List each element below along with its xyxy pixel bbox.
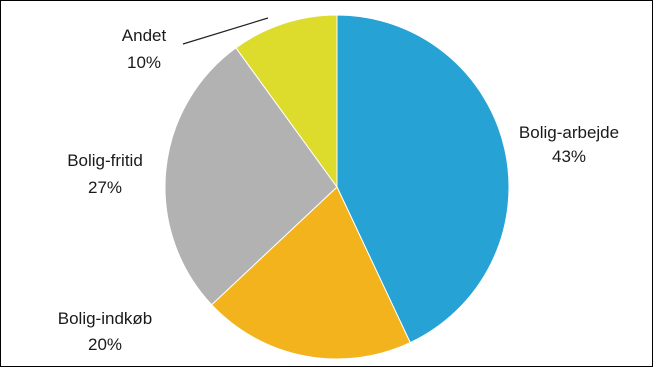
pie-slice-bolig-indk-b — [210, 186, 411, 360]
label-andet-value: 10% — [127, 53, 161, 72]
label-bolig-fritid-name: Bolig-fritid — [67, 151, 143, 170]
label-bolig-fritid-value: 27% — [88, 178, 122, 197]
pie-slice-bolig-arbejde — [336, 14, 510, 344]
pie-slice-andet — [235, 14, 338, 189]
pie-slices — [164, 14, 510, 360]
pie-slice-bolig-fritid — [164, 47, 338, 306]
label-bolig-indkob-name: Bolig-indkøb — [58, 309, 153, 328]
label-bolig-indkob-value: 20% — [88, 335, 122, 354]
andet-leader-line — [182, 17, 269, 45]
label-andet-name: Andet — [122, 26, 167, 45]
label-bolig-arbejde-value: 43% — [552, 147, 586, 166]
label-bolig-arbejde-name: Bolig-arbejde — [519, 123, 619, 142]
